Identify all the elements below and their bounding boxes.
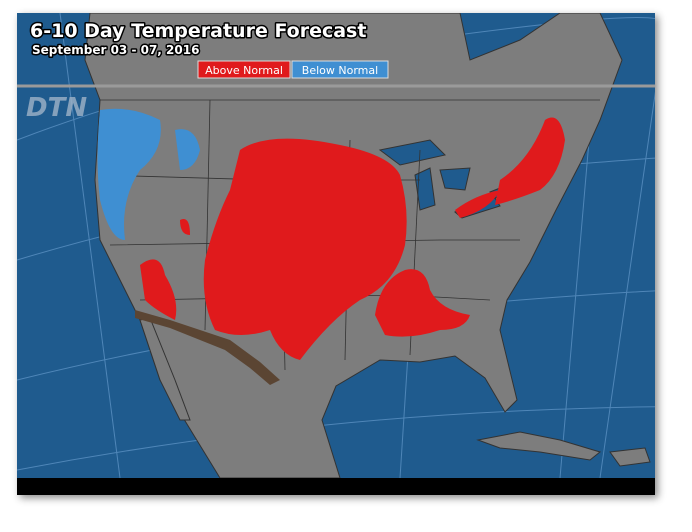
logo: DTN: [26, 93, 87, 123]
map: DTN 6-10 Day Temperature Forecast Septem…: [17, 13, 655, 478]
legend-swatch: [291, 60, 389, 79]
border-shading: [135, 310, 280, 385]
legend: Above Normal Below Normal: [197, 60, 389, 79]
title: 6-10 Day Temperature Forecast: [30, 20, 366, 42]
legend-label: Above Normal: [205, 64, 283, 77]
below-normal-regions: [97, 108, 200, 240]
legend-label: Below Normal: [302, 64, 378, 77]
cuba: [476, 431, 602, 461]
hispaniola: [609, 447, 651, 467]
legend-swatch: [197, 60, 291, 79]
above-normal-regions: [140, 117, 565, 360]
subtitle: September 03 - 07, 2016: [32, 43, 199, 57]
